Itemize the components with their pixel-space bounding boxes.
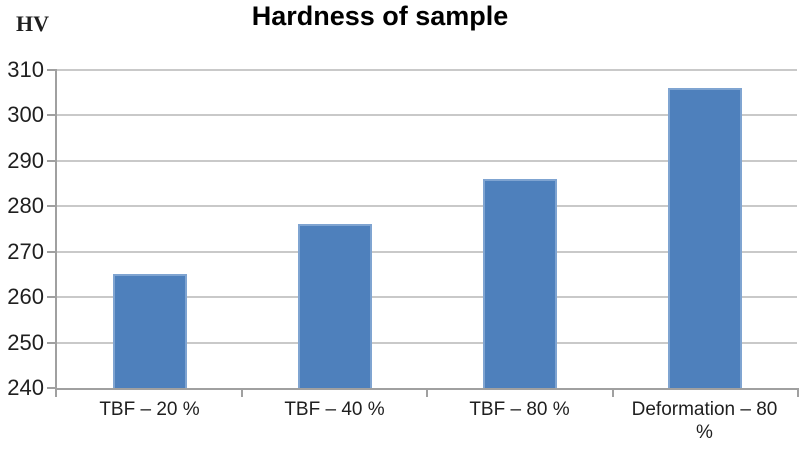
y-tick-label-270: 270 bbox=[7, 238, 44, 264]
y-tick-mark-310 bbox=[47, 69, 57, 71]
y-tick-label-310: 310 bbox=[7, 57, 44, 82]
y-tick-mark-270 bbox=[47, 250, 57, 253]
bar-4 bbox=[667, 88, 742, 388]
bar-2 bbox=[297, 224, 372, 388]
y-tick-label-240: 240 bbox=[7, 375, 44, 400]
y-tick-mark-290 bbox=[47, 159, 57, 162]
x-category-label-2: TBF – 40 % bbox=[242, 398, 427, 421]
x-category-label-text: Deformation – 80 % bbox=[631, 399, 778, 443]
x-boundary-tick-0 bbox=[55, 388, 57, 397]
x-boundary-tick-2 bbox=[426, 388, 428, 397]
bar-3 bbox=[482, 179, 557, 388]
x-category-label-text: TBF – 40 % bbox=[284, 399, 385, 420]
y-tick-label-300: 300 bbox=[7, 102, 44, 128]
x-category-label-1: TBF – 20 % bbox=[57, 398, 242, 421]
gridline-280 bbox=[57, 205, 797, 208]
x-category-label-text: TBF – 20 % bbox=[99, 399, 200, 420]
gridline-300 bbox=[57, 114, 797, 117]
y-tick-label-290: 290 bbox=[7, 147, 44, 173]
x-boundary-tick-1 bbox=[240, 388, 243, 397]
gridline-310 bbox=[57, 69, 797, 71]
y-tick-mark-260 bbox=[47, 296, 57, 299]
bar-1 bbox=[112, 274, 187, 388]
y-tick-mark-250 bbox=[47, 341, 57, 344]
y-tick-label-250: 250 bbox=[7, 329, 44, 355]
y-tick-label-280: 280 bbox=[7, 193, 44, 219]
x-category-label-3: TBF – 80 % bbox=[427, 398, 612, 421]
y-tick-mark-240 bbox=[47, 387, 57, 389]
chart-title: Hardness of sample bbox=[251, 1, 509, 31]
y-axis-unit-label: HV bbox=[16, 11, 49, 36]
x-boundary-tick-4 bbox=[797, 388, 799, 397]
gridline-260 bbox=[57, 296, 797, 299]
x-category-label-text: TBF – 80 % bbox=[469, 399, 570, 420]
gridline-270 bbox=[57, 250, 797, 253]
x-category-label-4: Deformation – 80 % bbox=[612, 398, 797, 444]
y-axis-line bbox=[55, 69, 57, 390]
y-tick-mark-280 bbox=[47, 205, 57, 208]
y-tick-label-260: 260 bbox=[7, 284, 44, 310]
gridline-290 bbox=[57, 159, 797, 162]
gridline-250 bbox=[57, 341, 797, 344]
x-boundary-tick-3 bbox=[611, 388, 614, 397]
y-tick-mark-300 bbox=[47, 114, 57, 117]
